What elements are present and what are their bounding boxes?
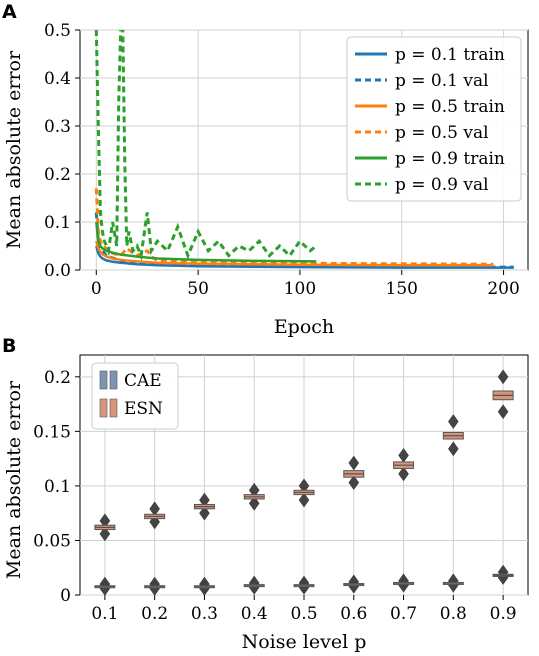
panel-b-x-tick-label: 0.3 <box>191 604 218 624</box>
panel-b-x-tick-label: 0.7 <box>390 604 417 624</box>
panel-a-legend-label: p = 0.9 train <box>395 149 505 169</box>
panel-b-boxes-group <box>94 369 514 596</box>
panel-b-esn-outlier-low <box>298 492 310 508</box>
panel-a-x-tick-label: 100 <box>284 279 316 299</box>
panel-b-x-tick-label: 0.2 <box>141 604 168 624</box>
panel-b-esn-outlier-low <box>348 475 360 491</box>
panel-b-legend-swatch <box>99 370 108 390</box>
panel-b-x-axis-label: Noise level p <box>242 631 367 653</box>
panel-a-legend-label: p = 0.9 val <box>395 175 489 195</box>
panel-a-legend-label: p = 0.5 val <box>395 123 489 143</box>
panel-b-esn-outlier-low <box>199 505 210 521</box>
panel-a-y-tick-label: 0.5 <box>44 21 71 41</box>
panel-b-legend-swatch <box>109 370 118 390</box>
panel-b-x-tick-label: 0.9 <box>490 604 517 624</box>
panel-a-x-axis-label: Epoch <box>274 316 334 338</box>
panel-b-y-tick-label: 0.05 <box>33 531 71 551</box>
panel-a-y-tick-label: 0.3 <box>44 117 71 137</box>
panel-a-y-tick-label: 0.1 <box>44 213 71 233</box>
panel-b-x-tick-label: 0.4 <box>241 604 268 624</box>
panel-a-series-group <box>94 30 514 269</box>
panel-b-x-tick-label: 0.1 <box>91 604 118 624</box>
panel-b-esn-outlier-high <box>497 369 509 385</box>
panel-a-legend-label: p = 0.1 val <box>395 71 489 91</box>
panel-b-y-ticks: 0 0.05 0.1 0.15 0.2 <box>33 368 80 606</box>
panel-b-esn-outlier-low <box>99 526 111 542</box>
panel-b-legend-swatch <box>109 398 118 418</box>
panel-b-esn-outlier-low <box>398 466 409 482</box>
panel-a-y-tick-label: 0.4 <box>44 69 71 89</box>
panel-a-x-tick-label: 50 <box>187 279 209 299</box>
panel-a-legend-label: p = 0.5 train <box>395 97 505 117</box>
panel-a-y-axis-label: Mean absolute error <box>3 50 25 249</box>
panel-b-esn-outlier-low <box>497 404 509 420</box>
panel-a-series-line-6 <box>94 30 318 262</box>
panel-b-esn-outlier-low <box>448 441 459 457</box>
panel-b-legend: CAE ESN <box>91 362 179 430</box>
panel-b-esn-outlier-high <box>348 455 360 471</box>
panel-a-legend-box <box>346 36 522 202</box>
panel-b-y-tick-label: 0.1 <box>44 477 71 497</box>
panel-a-legend: p = 0.1 train p = 0.1 val p = 0.5 train p =… <box>346 36 522 202</box>
panel-a-series-line-3 <box>95 240 494 267</box>
panel-b-legend-label: ESN <box>124 399 163 419</box>
panel-b-label: B <box>2 335 16 357</box>
panel-a-x-tick-label: 0 <box>91 279 102 299</box>
panel-b-y-axis-label: Mean absolute error <box>3 380 25 579</box>
panel-a-legend-label: p = 0.1 train <box>395 45 505 65</box>
panel-a-y-ticks: 0.0 0.1 0.2 0.3 0.4 0.5 <box>44 21 80 281</box>
panel-b-y-tick-label: 0.15 <box>33 422 71 442</box>
panel-a-label: A <box>2 1 17 23</box>
panel-b-x-ticks: 0.1 0.2 0.3 0.4 0.5 0.6 0.7 0.8 0.9 <box>91 595 517 624</box>
panel-b-x-tick-label: 0.5 <box>290 604 317 624</box>
panel-a-y-tick-label: 0.0 <box>44 261 71 281</box>
panel-b-esn-outlier-low <box>248 495 260 511</box>
panel-a-series-line-2 <box>94 212 514 269</box>
panel-b-x-tick-label: 0.6 <box>340 604 367 624</box>
panel-b-x-tick-label: 0.8 <box>440 604 467 624</box>
panel-b-y-tick-label: 0.2 <box>44 368 71 388</box>
panel-a-series-line-5 <box>95 221 317 263</box>
panel-a-x-tick-label: 200 <box>487 279 519 299</box>
panel-a-y-tick-label: 0.2 <box>44 165 71 185</box>
panel-b-legend-swatch <box>99 398 108 418</box>
panel-b-esn-outlier-high <box>448 414 459 429</box>
panel-a-x-ticks: 0 50 100 150 200 <box>91 270 520 299</box>
panel-b-legend-label: CAE <box>124 371 162 391</box>
panel-a-x-tick-label: 150 <box>386 279 418 299</box>
panel-b-y-tick-label: 0 <box>60 586 71 606</box>
